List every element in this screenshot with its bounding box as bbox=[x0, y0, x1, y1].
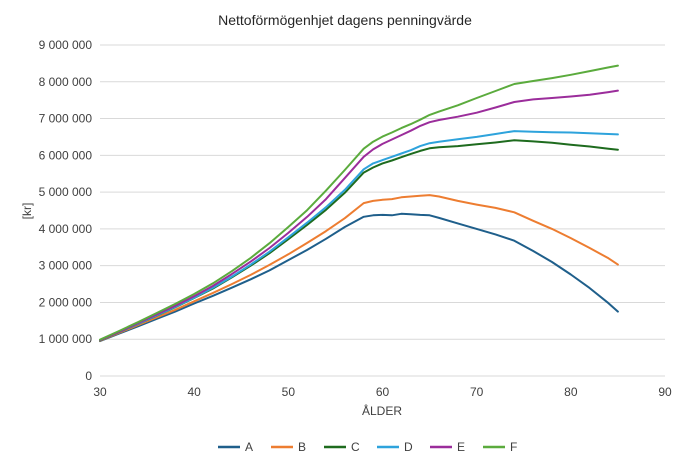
legend-label-e: E bbox=[457, 440, 465, 454]
series-line-a bbox=[99, 212, 619, 343]
legend-label-d: D bbox=[404, 440, 413, 454]
series-lines bbox=[99, 64, 619, 343]
y-tick-label: 7 000 000 bbox=[39, 112, 93, 126]
legend-label-b: B bbox=[298, 440, 306, 454]
x-tick-label: 40 bbox=[187, 385, 201, 399]
y-tick-label: 1 000 000 bbox=[39, 332, 93, 346]
x-axis-label: ÅLDER bbox=[362, 403, 402, 418]
series-line-b bbox=[99, 194, 619, 342]
x-tick-label: 50 bbox=[282, 385, 296, 399]
legend-label-a: A bbox=[245, 440, 253, 454]
legend: A B C D E F bbox=[218, 440, 517, 454]
x-tick-label: 60 bbox=[376, 385, 390, 399]
x-tick-label: 70 bbox=[470, 385, 484, 399]
x-tick-label: 80 bbox=[564, 385, 578, 399]
x-tick-label: 90 bbox=[658, 385, 672, 399]
series-line-d bbox=[99, 130, 619, 342]
chart-title: Nettoförmögenhjet dagens penningvärde bbox=[218, 12, 472, 28]
y-tick-label: 3 000 000 bbox=[39, 259, 93, 273]
y-tick-label: 6 000 000 bbox=[39, 148, 93, 162]
y-tick-label: 5 000 000 bbox=[39, 185, 93, 199]
y-tick-label: 8 000 000 bbox=[39, 75, 93, 89]
y-tick-label: 2 000 000 bbox=[39, 295, 93, 309]
series-line-f bbox=[99, 64, 619, 341]
y-tick-label: 0 bbox=[85, 369, 92, 383]
y-tick-label: 4 000 000 bbox=[39, 222, 93, 236]
y-axis-ticks: 0 1 000 000 2 000 000 3 000 000 4 000 000 5 0… bbox=[39, 38, 93, 383]
y-tick-label: 9 000 000 bbox=[39, 38, 93, 52]
y-axis-label: [kr] bbox=[20, 203, 34, 220]
x-tick-label: 30 bbox=[93, 385, 107, 399]
x-axis-ticks: 30 40 50 60 70 80 90 bbox=[93, 385, 672, 399]
legend-label-f: F bbox=[510, 440, 517, 454]
series-line-e bbox=[99, 89, 619, 341]
legend-label-c: C bbox=[351, 440, 360, 454]
